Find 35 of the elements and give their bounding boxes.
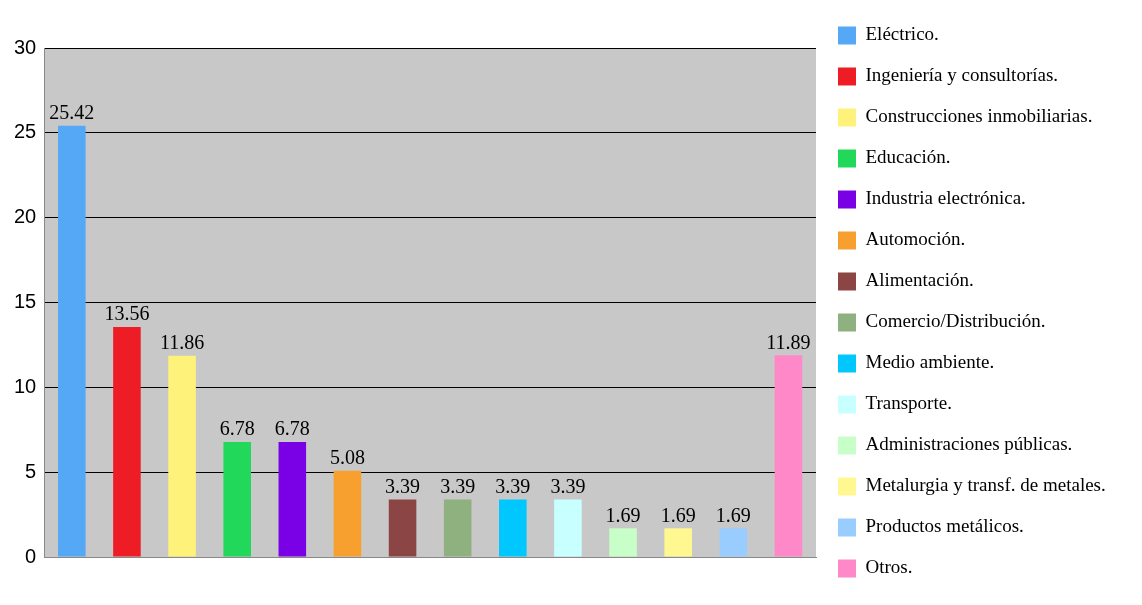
y-tick-label: 10 (14, 374, 37, 397)
legend-label: Alimentación. (865, 269, 974, 291)
legend-label: Metalurgia y transf. de metales. (865, 474, 1106, 496)
data-label: 11.86 (159, 331, 205, 354)
legend-label: Comercio/Distribución. (865, 310, 1046, 332)
y-tick-label: 5 (25, 459, 37, 482)
data-label: 3.39 (495, 474, 531, 497)
legend-label: Eléctrico. (865, 23, 939, 45)
y-tick-label: 15 (14, 290, 37, 313)
legend-label: Medio ambiente. (865, 351, 995, 373)
y-tick-label: 30 (14, 35, 37, 58)
legend-label: Productos metálicos. (865, 515, 1024, 537)
data-label: 5.08 (329, 446, 365, 469)
data-label: 6.78 (274, 417, 310, 440)
data-label: 25.42 (49, 100, 95, 123)
legend-label: Industria electrónica. (865, 187, 1026, 209)
data-label: 1.69 (605, 503, 641, 526)
y-tick-label: 20 (14, 205, 37, 228)
data-label: 6.78 (219, 417, 255, 440)
data-label: 11.89 (766, 330, 811, 353)
legend-label: Ingeniería y consultorías. (865, 64, 1059, 86)
legend-label: Transporte. (865, 392, 952, 414)
data-label: 1.69 (660, 503, 696, 526)
y-tick-label: 0 (25, 544, 37, 567)
legend-label: Construcciones inmobiliarias. (865, 105, 1093, 127)
legend-label: Administraciones públicas. (865, 433, 1073, 455)
legend-label: Otros. (865, 556, 913, 578)
data-label: 3.39 (385, 474, 421, 497)
legend-label: Automoción. (865, 228, 966, 250)
data-label: 3.39 (440, 474, 476, 497)
legend-label: Educación. (865, 146, 951, 168)
data-label: 3.39 (550, 474, 586, 497)
data-label: 13.56 (104, 302, 150, 325)
data-label: 1.69 (715, 503, 751, 526)
y-tick-label: 25 (14, 120, 37, 143)
